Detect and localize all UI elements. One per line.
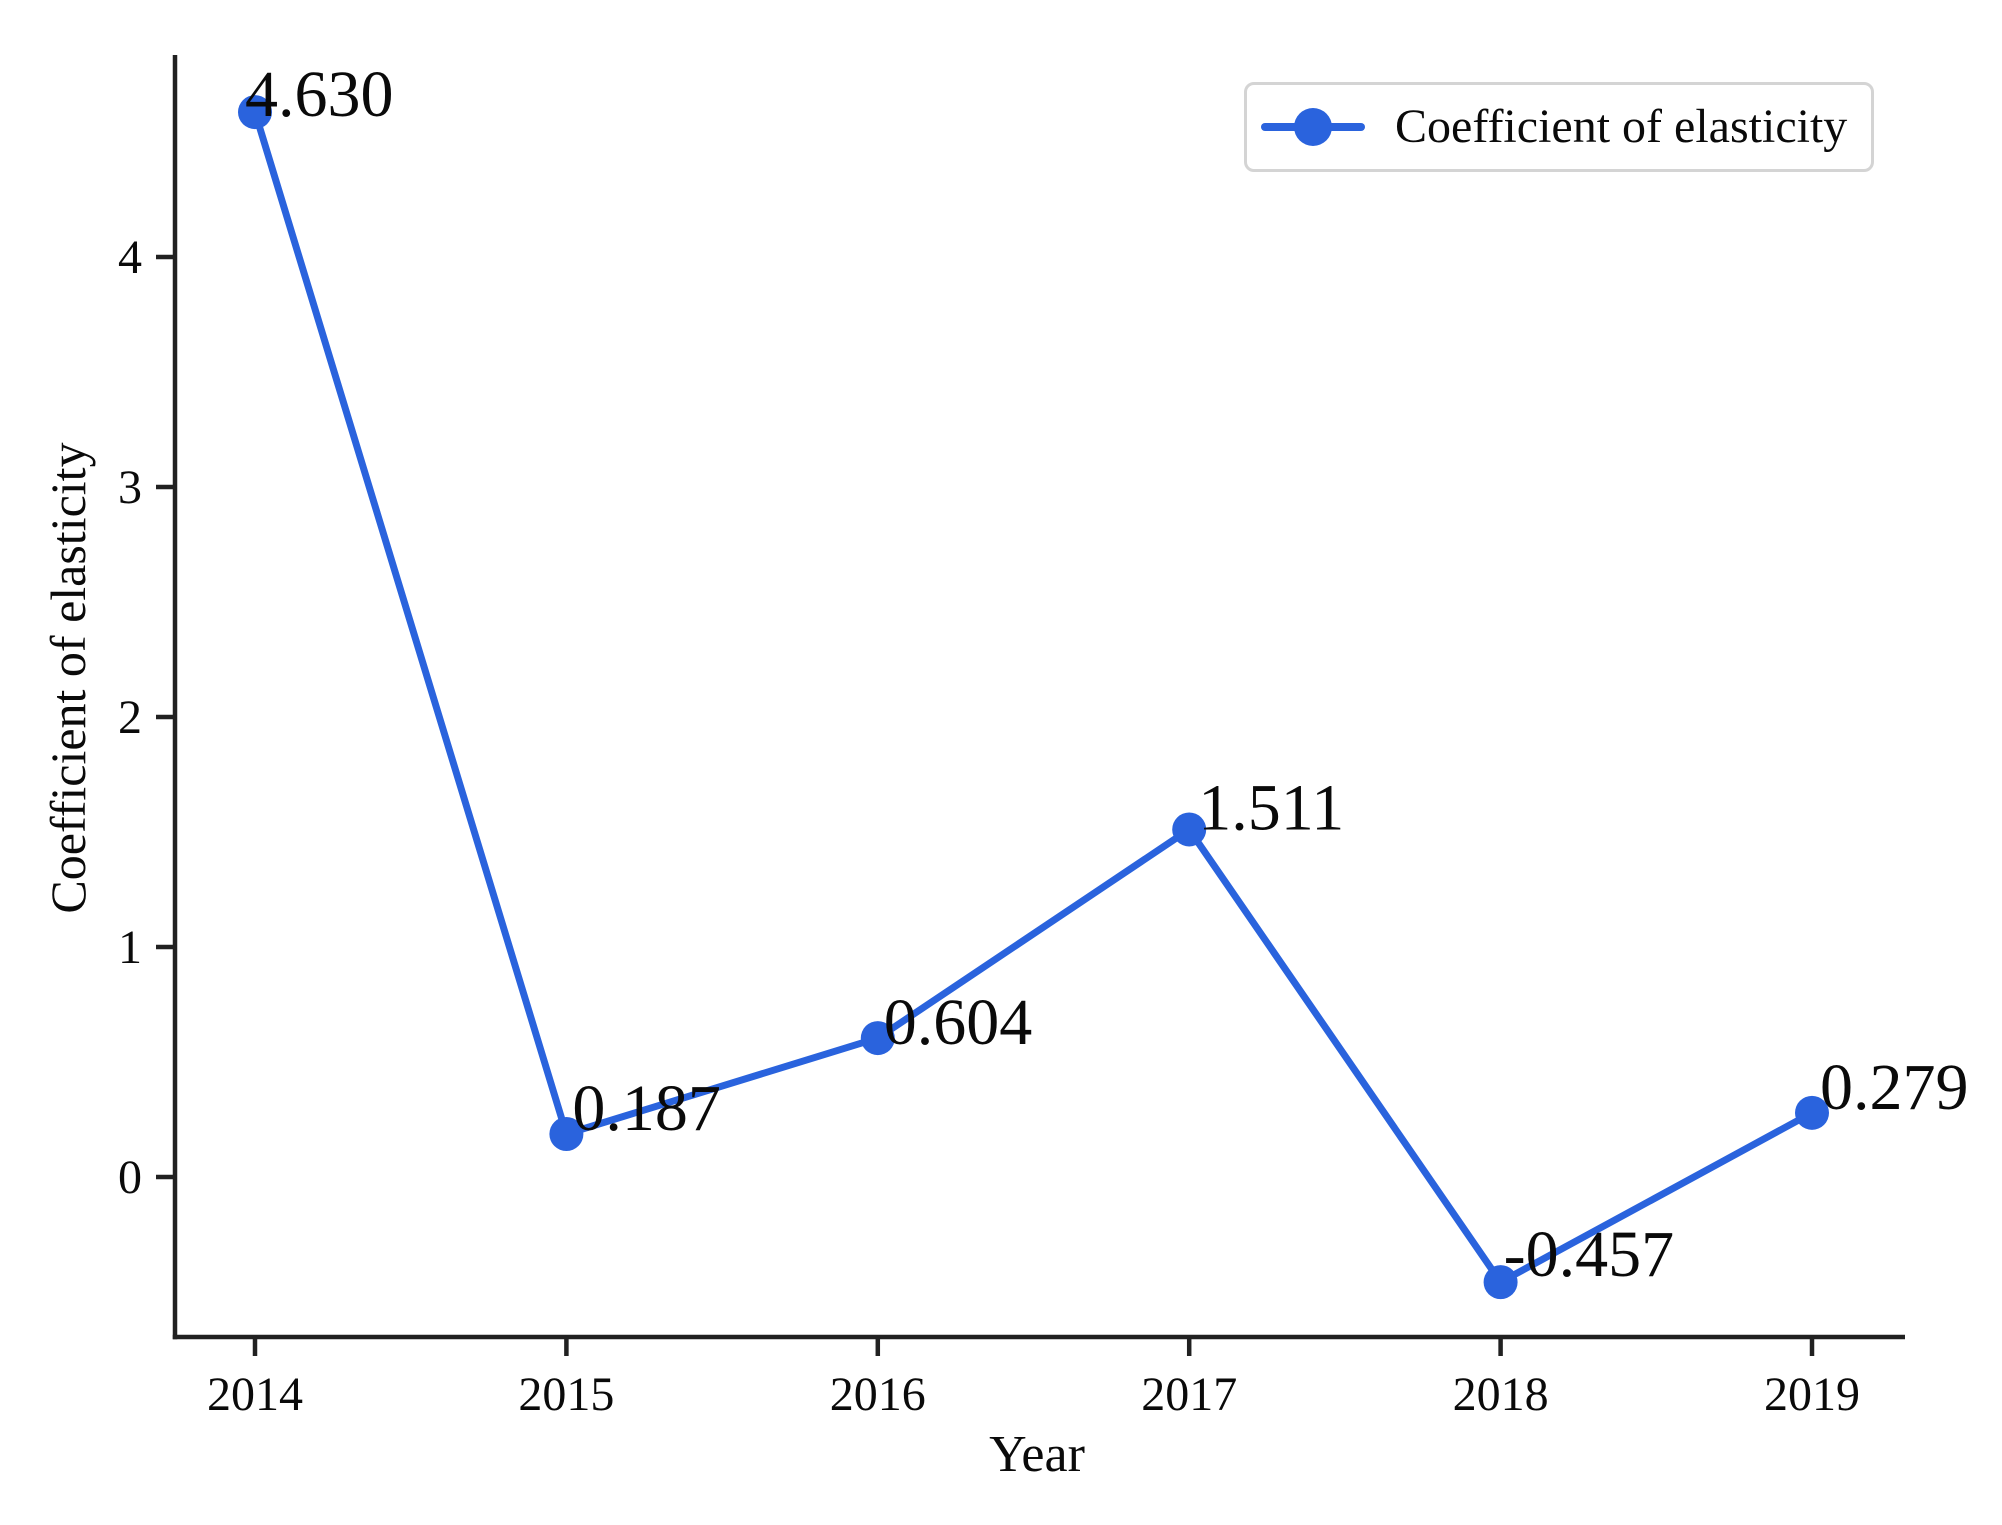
x-tick-label: 2018 xyxy=(1453,1368,1549,1421)
data-point-marker xyxy=(860,1021,895,1056)
data-point-marker xyxy=(1483,1265,1518,1300)
legend-line-marker-icon xyxy=(1261,108,1365,146)
legend-dot-icon xyxy=(1294,108,1332,146)
y-tick-label: 1 xyxy=(118,921,142,974)
x-tick-label: 2019 xyxy=(1764,1368,1860,1421)
x-tick-label: 2017 xyxy=(1141,1368,1237,1421)
x-tick-label: 2016 xyxy=(830,1368,926,1421)
y-tick-label: 0 xyxy=(118,1151,142,1204)
data-point-marker xyxy=(1172,812,1207,847)
y-tick-label: 3 xyxy=(118,461,142,514)
x-axis-title: Year xyxy=(989,1426,1085,1483)
data-point-label: 0.187 xyxy=(572,1072,721,1145)
legend-entry-label: Coefficient of elasticity xyxy=(1395,100,1848,153)
data-point-label: -0.457 xyxy=(1504,1218,1674,1291)
data-point-label: 4.630 xyxy=(245,58,394,131)
series-line xyxy=(251,111,1814,1286)
data-point-marker xyxy=(1795,1095,1829,1130)
y-tick-label: 4 xyxy=(118,231,142,284)
y-tick-label: 2 xyxy=(118,691,142,744)
data-point-marker xyxy=(238,95,272,130)
x-tick-label: 2015 xyxy=(518,1368,614,1421)
data-point-marker xyxy=(549,1116,584,1151)
data-point-label: 0.604 xyxy=(884,986,1033,1059)
legend: Coefficient of elasticity xyxy=(1244,82,1874,172)
y-axis-title: Coefficient of elasticity xyxy=(40,442,96,914)
data-point-label: 0.279 xyxy=(1820,1051,1969,1124)
x-tick-label: 2014 xyxy=(207,1368,303,1421)
data-point-label: 1.511 xyxy=(1198,771,1344,844)
